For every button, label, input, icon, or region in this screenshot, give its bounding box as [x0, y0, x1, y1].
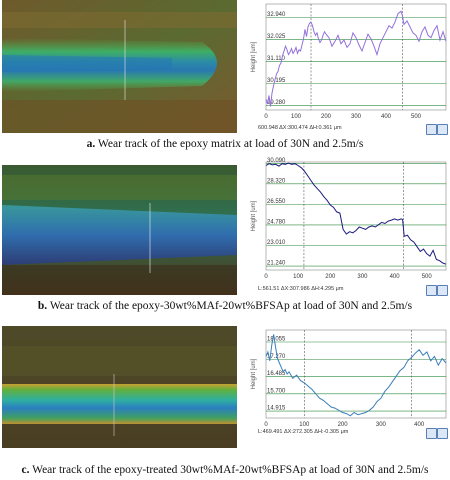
- profile-line-a: [265, 10, 447, 107]
- status-readout-c: L:469.491 ΔX:272.305 ΔH:-0.305 μm: [258, 429, 349, 435]
- x-tick-label-c-4: 400: [414, 422, 425, 428]
- x-tick-label-b-1: 100: [293, 274, 304, 280]
- optical-profile-image-c: [2, 326, 237, 448]
- caption-a: a. Wear track of the epoxy matrix at loa…: [0, 138, 450, 150]
- status-readout-a: 600.948 ΔX:300.474 ΔH:0.361 μm: [258, 125, 342, 131]
- wear-track-map-a: [2, 0, 237, 133]
- export-icon-b[interactable]: [426, 285, 437, 296]
- plot-area-a: [265, 3, 447, 111]
- y-tick-label-a-0: 29.280: [267, 100, 286, 106]
- height-profile-chart-a: 29.280 30.195 31.110 32.025 32.940 0 100 200 300…: [246, 2, 448, 132]
- caption-text-b: Wear track of the epoxy-30wt%MAf-20wt%BF…: [47, 300, 413, 312]
- caption-letter-b: b.: [37, 300, 48, 312]
- profile-line-b: [265, 162, 447, 265]
- y-axis-label-a: Height [um]: [251, 41, 257, 72]
- y-tick-label-a-1: 30.195: [267, 78, 286, 84]
- caption-c: c. Wear track of the epoxy-treated 30wt%…: [0, 464, 450, 476]
- y-tick-label-a-3: 32.025: [267, 34, 286, 40]
- caption-letter-c: c.: [21, 464, 30, 476]
- x-tick-label-c-1: 100: [299, 422, 310, 428]
- y-tick-label-a-4: 32.940: [267, 12, 286, 18]
- y-tick-label-c-2: 16.485: [267, 371, 286, 377]
- height-profile-chart-b: 21.240 23.010 24.780 26.550 28.320 30.090 0 100…: [246, 158, 448, 295]
- wear-track-map-c: [2, 326, 237, 448]
- settings-icon-b[interactable]: [437, 285, 448, 296]
- profile-line-c: [265, 334, 447, 417]
- export-icon-a[interactable]: [426, 124, 437, 135]
- caption-text-c: Wear track of the epoxy-treated 30wt%MAf…: [29, 464, 429, 476]
- x-tick-label-c-3: 300: [376, 422, 387, 428]
- x-tick-label-a-0: 0: [264, 114, 268, 120]
- y-tick-label-b-4: 28.320: [267, 178, 286, 184]
- y-tick-label-b-1: 23.010: [267, 240, 286, 246]
- x-tick-label-a-5: 500: [411, 114, 422, 120]
- export-icon-c[interactable]: [426, 428, 437, 439]
- y-axis-label-c: Height [um]: [251, 358, 257, 389]
- x-tick-label-a-4: 400: [381, 114, 392, 120]
- y-tick-label-b-2: 24.780: [267, 219, 286, 225]
- y-tick-label-c-3: 17.270: [267, 354, 286, 360]
- y-axis-label-b: Height [um]: [251, 200, 257, 231]
- x-tick-label-b-0: 0: [264, 274, 268, 280]
- x-tick-label-a-2: 200: [321, 114, 332, 120]
- status-readout-b: L:561.51 ΔX:307.986 ΔH:4.295 μm: [258, 286, 344, 292]
- x-tick-label-a-1: 100: [291, 114, 302, 120]
- x-tick-label-b-4: 400: [390, 274, 401, 280]
- y-tick-label-c-4: 18.055: [267, 336, 286, 342]
- y-tick-label-b-5: 30.090: [267, 158, 286, 164]
- y-tick-label-c-1: 15.700: [267, 388, 286, 394]
- x-tick-label-b-3: 300: [357, 274, 368, 280]
- settings-icon-a[interactable]: [437, 124, 448, 135]
- settings-icon-c[interactable]: [437, 428, 448, 439]
- caption-text-a: Wear track of the epoxy matrix at load o…: [95, 138, 364, 150]
- plot-area-c: [265, 329, 447, 419]
- x-tick-label-b-2: 200: [325, 274, 336, 280]
- x-tick-label-c-0: 0: [264, 422, 268, 428]
- panel-a: 29.280 30.195 31.110 32.025 32.940 0 100 200 300…: [0, 0, 450, 152]
- optical-profile-image-a: [2, 0, 237, 133]
- plot-area-b: [265, 161, 447, 271]
- panel-c: 14.915 15.700 16.485 17.270 18.055 0 100 200 300…: [0, 326, 450, 480]
- y-tick-label-b-3: 26.550: [267, 199, 286, 205]
- y-tick-label-a-2: 31.110: [267, 56, 286, 62]
- caption-letter-a: a.: [86, 138, 96, 150]
- optical-profile-image-b: [2, 165, 237, 295]
- wear-track-map-b: [2, 165, 237, 295]
- x-tick-label-a-3: 300: [351, 114, 362, 120]
- y-tick-label-c-0: 14.915: [267, 406, 286, 412]
- panel-b: 21.240 23.010 24.780 26.550 28.320 30.090 0 100…: [0, 158, 450, 320]
- y-tick-label-b-0: 21.240: [267, 261, 286, 267]
- x-tick-label-b-5: 500: [422, 274, 433, 280]
- x-tick-label-c-2: 200: [338, 422, 349, 428]
- caption-b: b. Wear track of the epoxy-30wt%MAf-20wt…: [0, 300, 450, 312]
- height-profile-chart-c: 14.915 15.700 16.485 17.270 18.055 0 100 200 300…: [246, 328, 448, 438]
